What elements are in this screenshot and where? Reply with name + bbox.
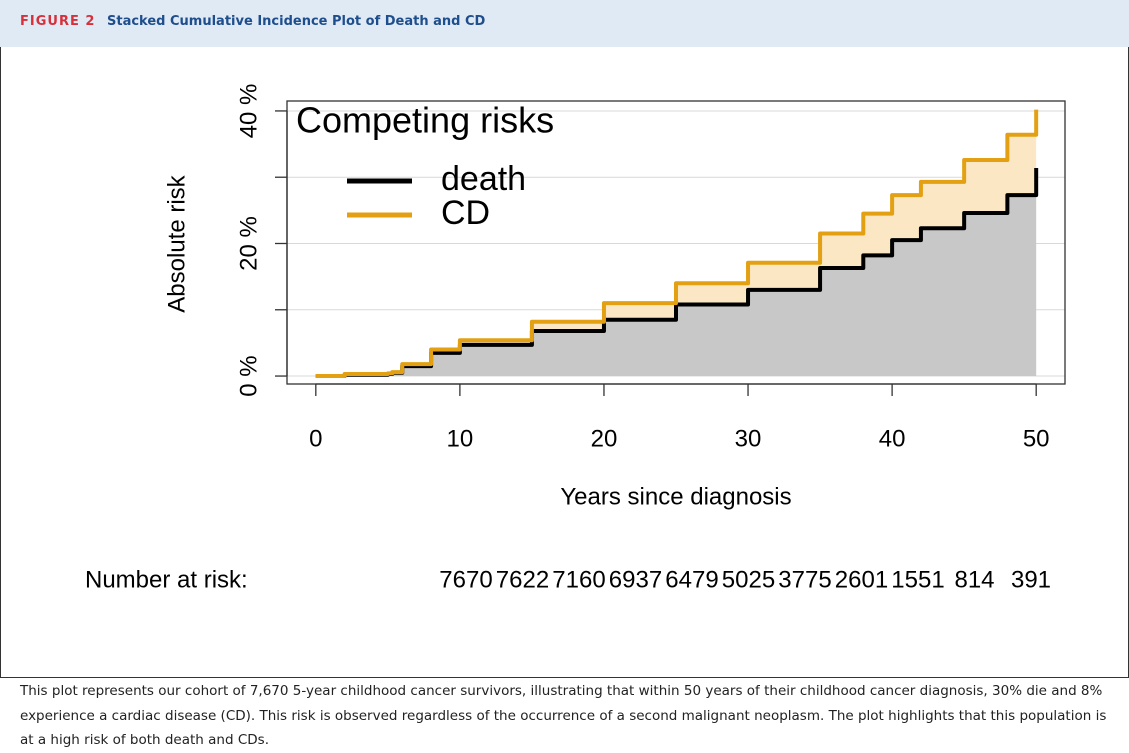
legend-title: Competing risks	[296, 100, 554, 141]
figure-number: FIGURE 2	[20, 14, 96, 29]
risk-table-label: Number at risk:	[85, 566, 248, 593]
figure-header: FIGURE 2 Stacked Cumulative Incidence Pl…	[0, 0, 1129, 47]
legend-label: death	[441, 160, 526, 198]
risk-table-value: 391	[1011, 566, 1051, 593]
figure-title: Stacked Cumulative Incidence Plot of Dea…	[107, 14, 486, 29]
x-tick-label: 50	[1023, 425, 1050, 452]
x-tick-label: 0	[309, 425, 322, 452]
risk-table-value: 5025	[722, 566, 775, 593]
risk-table-value: 6937	[609, 566, 662, 593]
x-tick-label: 30	[735, 425, 762, 452]
x-tick-label: 40	[879, 425, 906, 452]
risk-table-value: 7670	[439, 566, 492, 593]
x-tick-label: 20	[591, 425, 618, 452]
chart: 0 % 20 % 40 % 0 10 20 30 40 50 Years since diagno…	[85, 84, 1066, 593]
y-axis-label: Absolute risk	[163, 174, 190, 312]
x-tick-label: 10	[447, 425, 474, 452]
risk-table-value: 6479	[665, 566, 718, 593]
risk-table-value: 3775	[778, 566, 831, 593]
y-tick-label: 20 %	[235, 216, 262, 271]
risk-table-value: 7160	[552, 566, 605, 593]
risk-table-value: 1551	[891, 566, 944, 593]
x-axis-label: Years since diagnosis	[560, 483, 791, 510]
risk-table-value: 2601	[835, 566, 888, 593]
figure-caption: This plot represents our cohort of 7,670…	[20, 683, 1107, 748]
area	[315, 167, 1037, 377]
risk-table-value: 7622	[496, 566, 549, 593]
y-tick-label: 40 %	[235, 84, 262, 139]
risk-table-value: 814	[954, 566, 994, 593]
legend-label: CD	[441, 194, 490, 232]
y-tick-label: 0 %	[235, 355, 262, 396]
line	[315, 109, 1039, 379]
